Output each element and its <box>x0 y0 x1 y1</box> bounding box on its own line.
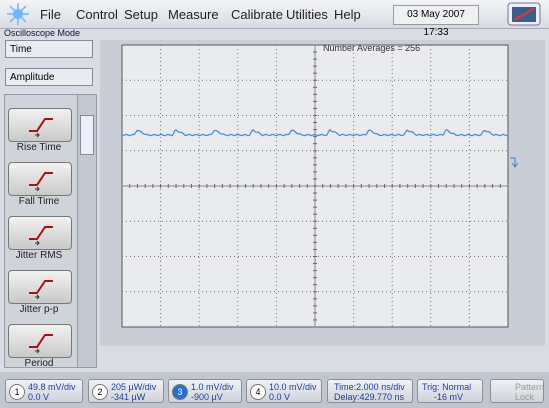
measure-icon <box>29 226 53 246</box>
menu-item[interactable]: Setup <box>124 7 158 22</box>
channel-box[interactable]: 1 49.8 mV/div 0.0 V <box>5 379 83 403</box>
trigger[interactable]: Trig: Normal -16 mV <box>417 379 483 403</box>
measure-label: Rise Time <box>16 142 62 153</box>
measure-button[interactable] <box>8 108 72 142</box>
channel-offset: -341 µW <box>111 392 146 402</box>
delay: Delay:429.770 ns <box>334 392 405 402</box>
measure-label: Period <box>24 358 54 369</box>
autoscale-button[interactable] <box>507 2 541 26</box>
dropdown[interactable]: Amplitude <box>5 68 93 86</box>
channel-scale: 10.0 mV/div <box>269 382 317 392</box>
menu-bar: File Control Setup Measure Calibrate Uti… <box>0 0 549 38</box>
channel-scale: 49.8 mV/div <box>28 382 76 392</box>
scroll-thumb[interactable] <box>80 115 94 155</box>
timebase[interactable]: Time:2.000 ns/div Delay:429.770 ns <box>327 379 413 403</box>
measure-icon <box>29 172 53 192</box>
mode-label: Oscilloscope Mode <box>4 28 81 38</box>
channel-number: 3 <box>172 384 188 400</box>
channel-box[interactable]: 4 10.0 mV/div 0.0 V <box>246 379 322 403</box>
channel-scale: 205 µW/div <box>111 382 157 392</box>
measure-icon <box>29 334 53 354</box>
menu-item[interactable]: Measure <box>168 7 219 22</box>
measure-button[interactable] <box>8 162 72 196</box>
channel-scale: 1.0 mV/div <box>191 382 234 392</box>
annotation: Number Averages = 256 <box>323 43 420 53</box>
time-scale: Time:2.000 ns/div <box>334 382 405 392</box>
lock-label: Lock <box>515 392 535 402</box>
channel-number: 1 <box>9 384 25 400</box>
pattern-lock[interactable]: Pattern Lock <box>490 379 544 403</box>
channel-number: 2 <box>92 384 108 400</box>
measure-button[interactable] <box>8 324 72 358</box>
menu-item[interactable]: Help <box>334 7 361 22</box>
channel-offset: 0.0 V <box>28 392 50 402</box>
waveform-trace <box>121 128 509 137</box>
measure-label: Jitter p-p <box>19 304 59 315</box>
channel-box[interactable]: 2 205 µW/div -341 µW <box>88 379 164 403</box>
channel-offset: -900 µV <box>191 392 223 402</box>
menu-item[interactable]: Calibrate <box>231 7 284 22</box>
menu-item[interactable]: File <box>40 7 61 22</box>
trigger-mode: Trig: Normal <box>422 382 472 392</box>
pattern-label: Pattern <box>515 382 545 392</box>
channel-number: 4 <box>250 384 266 400</box>
menu-item[interactable]: Control <box>76 7 118 22</box>
measure-label: Jitter RMS <box>15 250 63 261</box>
measure-button[interactable] <box>8 270 72 304</box>
measure-icon <box>29 118 53 138</box>
trigger-level: -16 mV <box>434 392 464 402</box>
waveform-display: Number Averages = 256 <box>121 43 519 328</box>
channel-offset: 0.0 V <box>269 392 291 402</box>
datetime: 03 May 2007 17:33 <box>393 5 479 38</box>
channel-box[interactable]: 3 1.0 mV/div -900 µV <box>168 379 242 403</box>
menu-item[interactable]: Utilities <box>286 7 328 22</box>
app-icon <box>7 3 29 25</box>
scrollbar[interactable] <box>77 94 97 368</box>
measure-label: Fall Time <box>18 196 60 207</box>
dropdown[interactable]: Time <box>5 40 93 58</box>
measure-icon <box>29 280 53 300</box>
channel-marker <box>510 157 519 168</box>
measure-button[interactable] <box>8 216 72 250</box>
